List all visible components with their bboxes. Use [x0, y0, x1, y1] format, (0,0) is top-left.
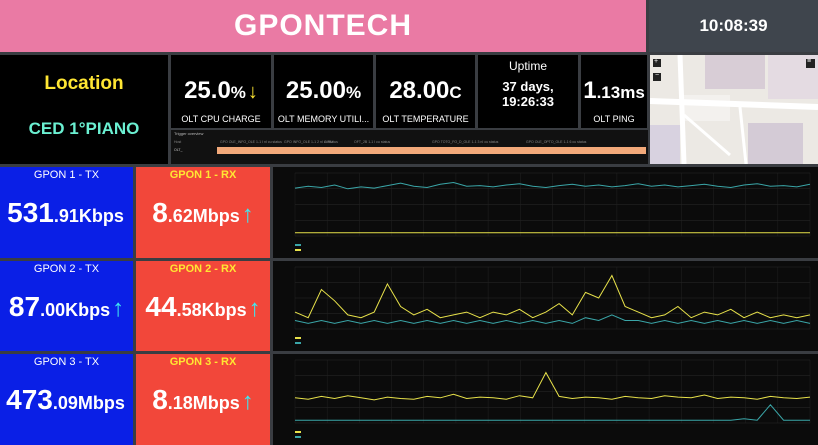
gpon2-tx-rest: .00Kbps	[40, 300, 111, 320]
ping-unit: .13ms	[596, 83, 645, 102]
clock: 10:08:39	[699, 16, 768, 35]
gpon2-traffic-chart[interactable]	[273, 261, 818, 351]
ping-value: 1	[583, 77, 597, 104]
gpon3-chart-svg[interactable]	[273, 354, 818, 445]
trigger-overview: Trigger overview Host GPO OLE_INFO_OLE 1…	[171, 130, 648, 164]
series-line-0	[294, 181, 811, 190]
cpu-unit: %	[230, 83, 246, 102]
location-panel: Location CED 1°PIANO	[0, 55, 168, 164]
up-arrow-icon: ↑	[112, 295, 125, 322]
gpon3-rx-int: 8	[152, 384, 168, 415]
zoom-in-icon[interactable]: +	[654, 58, 659, 65]
ping-panel: 1 .13ms OLT PING	[581, 55, 647, 128]
gpon1-rx-int: 8	[152, 197, 168, 228]
trigger-header: GPO OLE_INFO_OLE 1-1 I nI cu status	[220, 140, 282, 144]
zoom-out-icon[interactable]: −	[655, 72, 660, 79]
gpon2-rx-title: GPON 2 - RX	[169, 263, 237, 275]
gpon2-chart-svg[interactable]	[273, 261, 818, 351]
uptime-label: Uptime	[508, 59, 547, 73]
uptime-days: 37 days,	[502, 79, 554, 94]
up-arrow-icon: ↑	[248, 295, 261, 322]
down-arrow-icon: ↓	[247, 81, 258, 103]
cpu-label: OLT CPU CHARGE	[181, 114, 261, 124]
cpu-value: 25.0	[184, 77, 231, 104]
legend-swatch	[295, 342, 301, 344]
dashboard-title: GPONTECH	[233, 9, 412, 42]
legend-swatch	[295, 244, 301, 246]
cpu-panel: 25.0 % ↓ OLT CPU CHARGE	[171, 55, 271, 128]
gpon3-tx-rest: .09Mbps	[52, 393, 125, 413]
gpon3-tx-panel: GPON 3 - TX 473.09Mbps	[0, 354, 133, 445]
gpon3-traffic-chart[interactable]	[273, 354, 818, 445]
gpon2-tx-title: GPON 2 - TX	[33, 263, 100, 275]
trigger-header: Host	[174, 140, 182, 144]
legend-swatch	[295, 337, 301, 339]
gpon3-tx-int: 473	[6, 384, 53, 415]
trigger-title: Trigger overview	[174, 131, 204, 136]
uptime-time: 19:26:33	[501, 94, 555, 109]
temperature-value: 28.00	[389, 77, 450, 104]
map-canvas[interactable]	[650, 55, 818, 164]
memory-label: OLT MEMORY UTILI...	[277, 114, 370, 124]
gpon3-tx-title: GPON 3 - TX	[33, 356, 100, 368]
gpon2-rx-panel: GPON 2 - RX 44.58Kbps ↑	[136, 261, 270, 351]
clock-panel: 10:08:39	[649, 0, 818, 52]
memory-panel: 25.00 % OLT MEMORY UTILI...	[274, 55, 373, 128]
ping-label: OLT PING	[593, 114, 635, 124]
trigger-header: GPO OLE_OPTO_OLE 1-1 6 cu status	[526, 140, 587, 144]
memory-value: 25.00	[285, 77, 346, 104]
trigger-header: OIPU	[324, 140, 333, 144]
trigger-header: GPO INFO_OLE 1-1 2 nI cu status	[284, 140, 338, 144]
series-line-1	[295, 404, 810, 421]
map-panel[interactable]: + − ≡	[650, 55, 818, 164]
location-value: CED 1°PIANO	[28, 118, 140, 138]
gpon1-tx-panel: GPON 1 - TX 531.91Kbps	[0, 167, 133, 258]
gpon3-rx-panel: GPON 3 - RX 8.18Mbps ↑	[136, 354, 270, 445]
up-arrow-icon: ↑	[241, 201, 254, 228]
trigger-header: GPO TOTO_FO_D_OLE 1-1 3 nI cu status	[432, 140, 499, 144]
series-line-1	[294, 314, 811, 324]
gpon1-rx-panel: GPON 1 - RX 8.62Mbps ↑	[136, 167, 270, 258]
gpon1-tx-int: 531	[7, 197, 54, 228]
location-title: Location	[44, 72, 124, 94]
layers-icon[interactable]: ≡	[807, 58, 812, 65]
gpon3-rx-title: GPON 3 - RX	[169, 356, 237, 368]
legend-swatch	[295, 436, 301, 438]
uptime-value: 37 days, 19:26:33	[502, 79, 554, 109]
legend-swatch	[295, 249, 301, 251]
trigger-row-host: OLT_	[174, 148, 183, 152]
trigger-header: OFT_2B 1-1 I cu status	[354, 140, 391, 144]
gpon1-rx-title: GPON 1 - RX	[169, 169, 237, 181]
gpon2-tx-panel: GPON 2 - TX 87.00Kbps ↑	[0, 261, 133, 351]
temperature-unit: C	[449, 83, 462, 102]
gpon3-rx-rest: .18Mbps	[167, 393, 240, 413]
trigger-status-bar[interactable]	[217, 147, 646, 154]
gpon2-rx-int: 44	[145, 291, 177, 322]
gpon1-tx-rest: .91Kbps	[53, 206, 124, 226]
gpon2-tx-int: 87	[8, 291, 41, 322]
gpon1-rx-rest: .62Mbps	[167, 206, 240, 226]
gpon2-rx-rest: .58Kbps	[176, 300, 247, 320]
up-arrow-icon: ↑	[241, 388, 254, 415]
legend-swatch	[295, 431, 301, 433]
gpon1-chart-svg[interactable]	[273, 167, 818, 258]
title-bar: GPONTECH	[0, 0, 646, 52]
uptime-panel: Uptime 37 days, 19:26:33	[478, 55, 578, 128]
series-line-0	[294, 274, 811, 319]
memory-unit: %	[345, 83, 362, 102]
temperature-label: OLT TEMPERATURE	[382, 114, 469, 124]
gpon1-tx-title: GPON 1 - TX	[33, 169, 100, 181]
series-line-0	[294, 371, 811, 401]
temperature-panel: 28.00 C OLT TEMPERATURE	[376, 55, 475, 128]
gpon1-traffic-chart[interactable]	[273, 167, 818, 258]
